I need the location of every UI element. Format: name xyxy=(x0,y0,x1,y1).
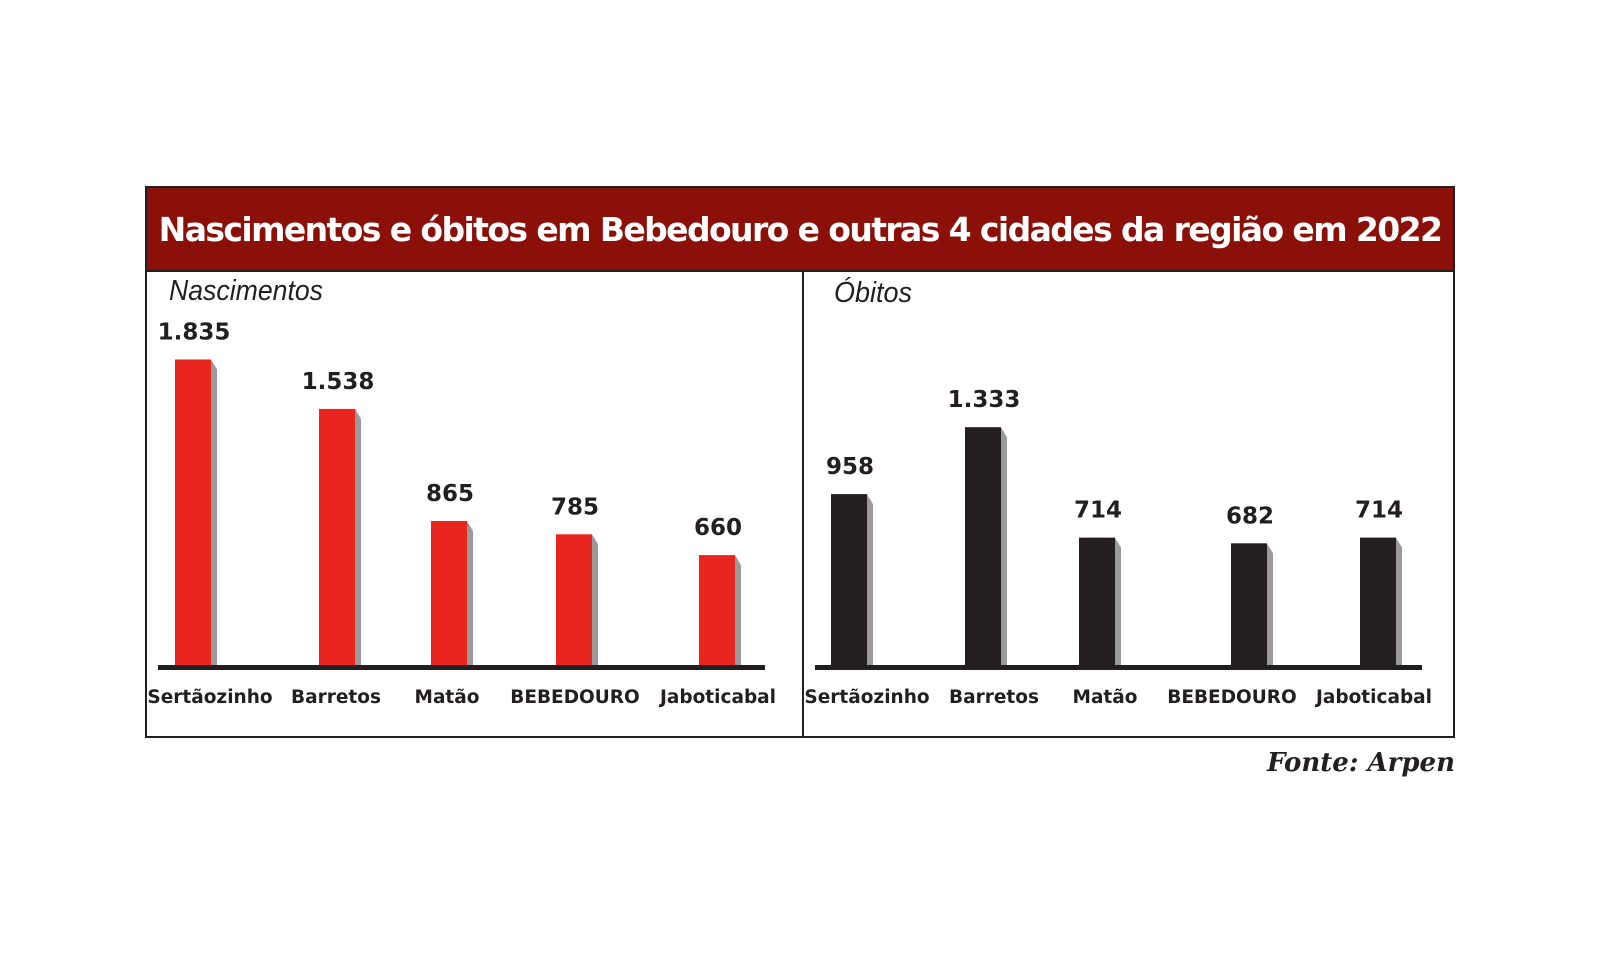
bar-shadow xyxy=(211,359,217,665)
bar xyxy=(556,534,592,665)
category-label: Barretos xyxy=(291,687,381,708)
deaths-chart: Óbitos 958 Sertãozinho 1.333 Barretos 714 Matã… xyxy=(804,276,1432,708)
category-label: Matão xyxy=(1073,687,1138,708)
bar xyxy=(175,359,211,665)
bar-shadow xyxy=(1001,427,1007,665)
bar xyxy=(1079,537,1115,665)
panel-title: Nascimentos xyxy=(169,275,323,307)
source-note: Fonte: Arpen xyxy=(1267,748,1455,778)
category-label: Barretos xyxy=(949,687,1039,708)
bar-shadow xyxy=(1267,543,1273,665)
bar xyxy=(319,408,355,665)
category-label: Jaboticabal xyxy=(1314,687,1432,708)
bar-shadow xyxy=(1115,537,1121,665)
data-label: 1.333 xyxy=(948,387,1021,413)
bar-shadow xyxy=(355,408,361,665)
data-label: 785 xyxy=(551,494,599,520)
panel-divider xyxy=(802,272,804,738)
bar xyxy=(1360,537,1396,665)
data-label: 958 xyxy=(826,454,874,480)
title-bar: Nascimentos e óbitos em Bebedouro e outr… xyxy=(147,188,1453,272)
bar-shadow xyxy=(1396,537,1402,665)
category-label: Sertãozinho xyxy=(804,687,929,708)
bar xyxy=(965,427,1001,665)
category-label: Matão xyxy=(415,687,480,708)
bar-shadow xyxy=(467,520,473,665)
category-label: BEBEDOURO xyxy=(510,687,640,708)
chart-title: Nascimentos e óbitos em Bebedouro e outr… xyxy=(158,209,1443,249)
chart-frame: Nascimentos e óbitos em Bebedouro e outr… xyxy=(145,186,1455,738)
data-label: 682 xyxy=(1226,503,1274,529)
bar xyxy=(431,520,467,665)
bar xyxy=(699,555,735,665)
category-label: Jaboticabal xyxy=(658,687,776,708)
data-label: 865 xyxy=(426,481,474,507)
panel-title: Óbitos xyxy=(834,276,912,309)
data-label: 714 xyxy=(1074,498,1122,524)
data-label: 660 xyxy=(694,515,742,541)
bar xyxy=(831,494,867,665)
baseline-axis xyxy=(815,665,1422,670)
data-label: 714 xyxy=(1355,498,1403,524)
bar xyxy=(1231,543,1267,665)
deaths-panel: Óbitos 958 Sertãozinho 1.333 Barretos 714 Matã… xyxy=(804,272,1455,738)
category-label: Sertãozinho xyxy=(147,687,272,708)
category-label: BEBEDOURO xyxy=(1167,687,1297,708)
births-chart: Nascimentos 1.835 Sertãozinho 1.538 Barretos… xyxy=(147,275,776,708)
bar-shadow xyxy=(735,555,741,665)
baseline-axis xyxy=(158,665,765,670)
births-panel: Nascimentos 1.835 Sertãozinho 1.538 Barretos… xyxy=(147,272,802,738)
data-label: 1.538 xyxy=(302,369,375,395)
bar-shadow xyxy=(867,494,873,665)
data-label: 1.835 xyxy=(158,319,231,345)
bar-shadow xyxy=(592,534,598,665)
